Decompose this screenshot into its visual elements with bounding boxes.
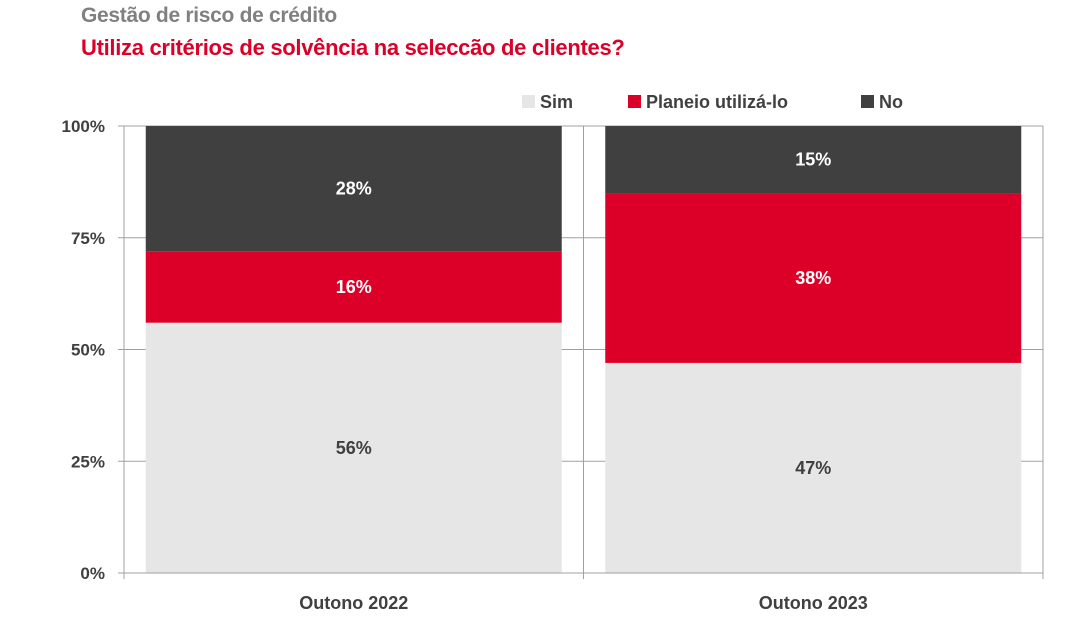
data-labels: 56% 16% 28% 47% 38% 15%: [336, 150, 832, 478]
y-tick-label: 0%: [80, 564, 105, 583]
legend-label: Sim: [540, 92, 573, 112]
data-label: 16%: [336, 277, 372, 297]
y-tick-label: 50%: [71, 341, 105, 360]
bars: [145, 126, 1022, 573]
bar-segment-sim: [605, 362, 1022, 573]
bar-segment-no: [605, 126, 1022, 194]
y-tick-label: 100%: [62, 117, 105, 136]
axes: [118, 126, 1044, 579]
legend-swatch: [628, 95, 641, 108]
chart-title: Gestão de risco de crédito: [81, 4, 337, 27]
data-label: 28%: [336, 179, 372, 199]
legend-label: Planeio utilizá-lo: [646, 92, 788, 112]
data-label: 47%: [795, 458, 831, 478]
y-tick-label: 25%: [71, 452, 105, 471]
category-labels: Outono 2022 Outono 2023: [299, 593, 868, 613]
legend: Sim Planeio utilizá-lo No: [522, 92, 903, 112]
legend-label: No: [879, 92, 903, 112]
category-label: Outono 2023: [759, 593, 868, 613]
bar-segment-planeio-utiliz-lo: [145, 251, 562, 323]
y-tick-labels: 0% 25% 50% 75% 100%: [62, 117, 105, 583]
data-label: 56%: [336, 438, 372, 458]
bar-segment-no: [145, 126, 562, 252]
bar-segment-sim: [145, 322, 562, 573]
y-tick-label: 75%: [71, 229, 105, 248]
bar-segment-planeio-utiliz-lo: [605, 193, 1022, 363]
data-label: 15%: [795, 150, 831, 170]
chart-subtitle: Utiliza critérios de solvência na selecc…: [81, 35, 625, 60]
category-label: Outono 2022: [299, 593, 408, 613]
legend-swatch: [861, 95, 874, 108]
legend-swatch: [522, 95, 535, 108]
data-label: 38%: [795, 268, 831, 288]
